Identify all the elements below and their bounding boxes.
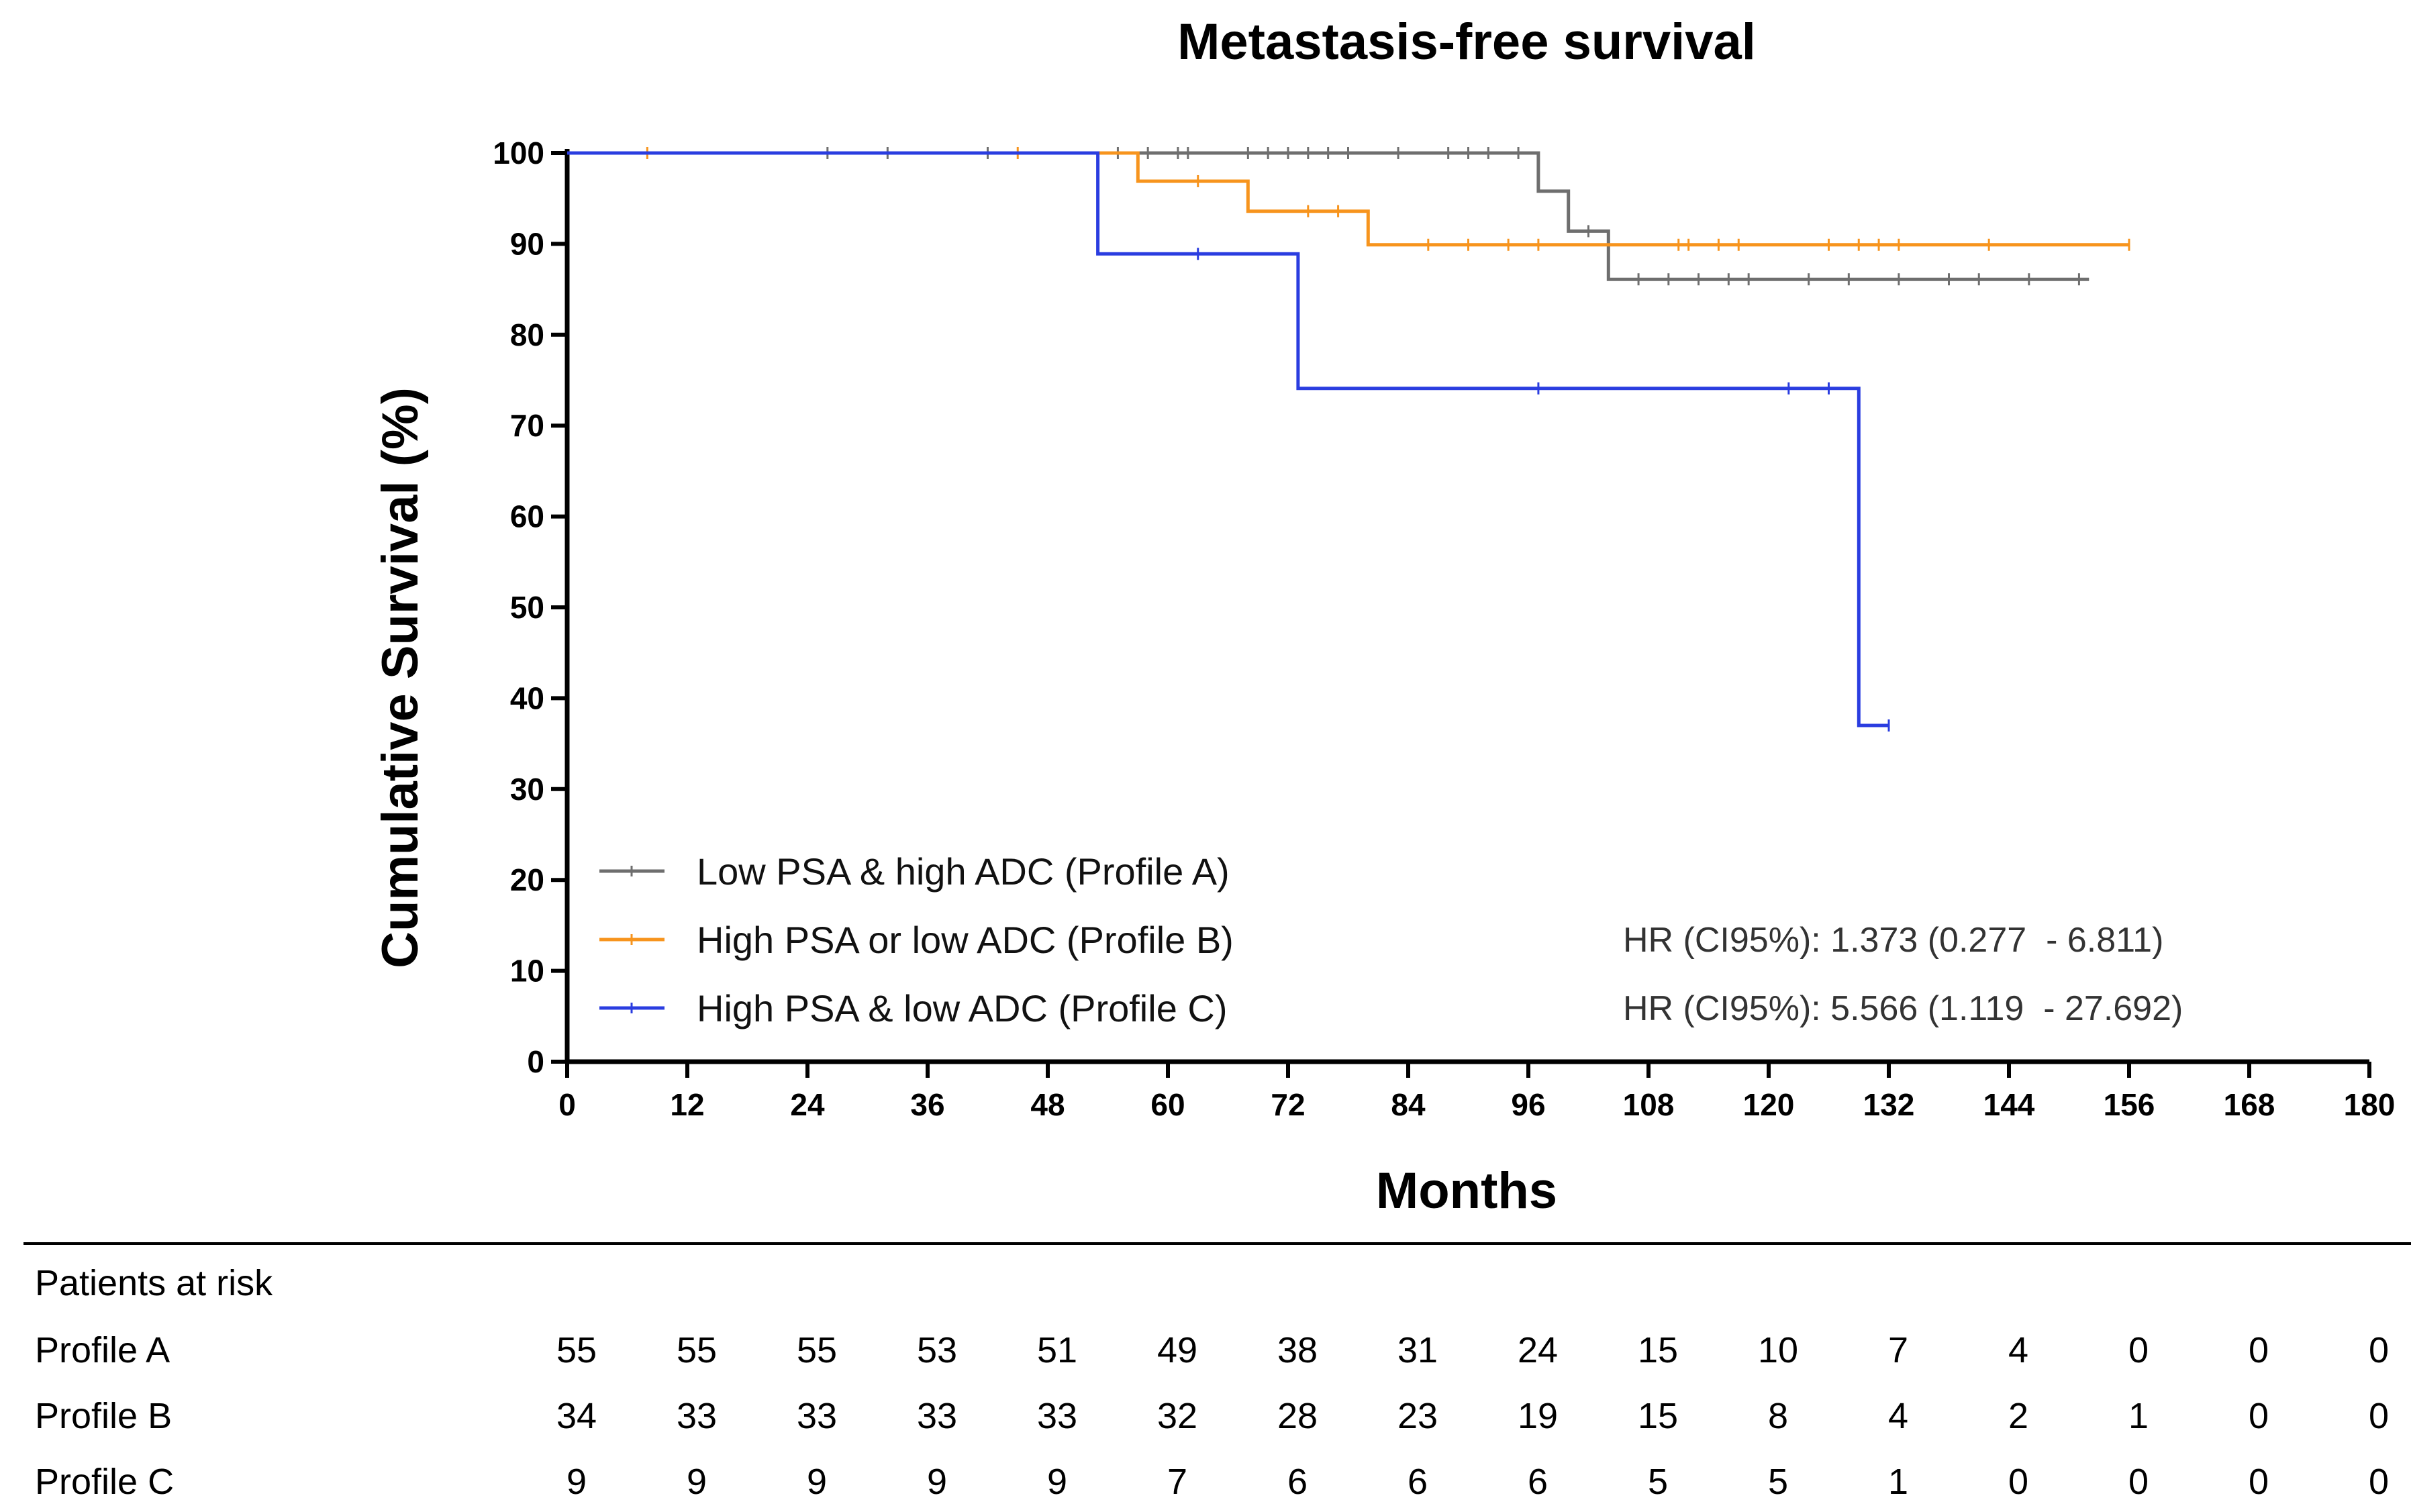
hr-annotation-c: HR (CI95%): 5.566 (1.119 - 27.692) bbox=[1623, 989, 2183, 1028]
x-tick-label: 72 bbox=[1271, 1087, 1305, 1122]
risk-cell: 19 bbox=[1518, 1396, 1558, 1436]
risk-cell: 9 bbox=[567, 1462, 587, 1502]
survival-curve bbox=[567, 151, 2089, 281]
series-1 bbox=[567, 147, 2089, 286]
x-tick-label: 120 bbox=[1743, 1087, 1795, 1122]
x-axis-label: Months bbox=[1376, 1162, 1557, 1219]
risk-cell: 49 bbox=[1157, 1330, 1197, 1370]
series-2 bbox=[567, 147, 2130, 251]
risk-cell: 28 bbox=[1277, 1396, 1318, 1436]
risk-cell: 6 bbox=[1287, 1462, 1308, 1502]
y-tick-label: 50 bbox=[510, 590, 544, 625]
risk-cell: 9 bbox=[927, 1462, 947, 1502]
risk-row-label: Profile B bbox=[35, 1396, 172, 1436]
x-tick-label: 144 bbox=[1983, 1087, 2035, 1122]
y-tick-label: 60 bbox=[510, 499, 544, 534]
risk-cell: 0 bbox=[2128, 1462, 2149, 1502]
risk-cell: 10 bbox=[1758, 1330, 1798, 1370]
risk-cell: 32 bbox=[1157, 1396, 1197, 1436]
x-tick-label: 108 bbox=[1623, 1087, 1675, 1122]
legend-entry: Low PSA & high ADC (Profile A) bbox=[697, 850, 1230, 893]
risk-cell: 4 bbox=[1888, 1396, 1908, 1436]
risk-table-title: Patients at risk bbox=[35, 1263, 273, 1303]
risk-cell: 0 bbox=[2249, 1330, 2269, 1370]
risk-cell: 2 bbox=[2008, 1396, 2028, 1436]
series-3 bbox=[567, 151, 1890, 732]
risk-cell: 51 bbox=[1037, 1330, 1077, 1370]
hr-annotation-b: HR (CI95%): 1.373 (0.277 - 6.811) bbox=[1623, 921, 2163, 960]
risk-cell: 7 bbox=[1167, 1462, 1187, 1502]
risk-cell: 0 bbox=[2128, 1330, 2149, 1370]
risk-cell: 0 bbox=[2008, 1462, 2028, 1502]
risk-cell: 53 bbox=[917, 1330, 957, 1370]
risk-cell: 38 bbox=[1277, 1330, 1318, 1370]
x-tick-label: 156 bbox=[2104, 1087, 2155, 1122]
y-tick-label: 20 bbox=[510, 862, 544, 897]
risk-cell: 34 bbox=[556, 1396, 597, 1436]
risk-cell: 5 bbox=[1648, 1462, 1668, 1502]
risk-cell: 15 bbox=[1638, 1330, 1678, 1370]
survival-curve bbox=[567, 151, 2129, 247]
y-tick-label: 100 bbox=[493, 136, 544, 170]
y-tick-label: 30 bbox=[510, 772, 544, 807]
risk-cell: 24 bbox=[1518, 1330, 1558, 1370]
risk-table: Profile A 55 55 55 53 51 49 38 31 24 15 10 7 4 0 0 0Prof… bbox=[35, 1330, 2389, 1502]
survival-curve bbox=[567, 151, 1889, 727]
y-tick-label: 0 bbox=[527, 1044, 544, 1079]
risk-cell: 0 bbox=[2369, 1396, 2389, 1436]
x-tick-label: 180 bbox=[2344, 1087, 2396, 1122]
risk-cell: 1 bbox=[1888, 1462, 1908, 1502]
risk-cell: 23 bbox=[1397, 1396, 1438, 1436]
x-tick-label: 0 bbox=[558, 1087, 576, 1122]
x-tick-label: 48 bbox=[1030, 1087, 1065, 1122]
risk-cell: 0 bbox=[2249, 1396, 2269, 1436]
risk-cell: 55 bbox=[677, 1330, 717, 1370]
plot-area: 0 10 20 30 40 50 60 70 80 90 100 0 12 24 36 48 60 72 84 96 1… bbox=[493, 136, 2395, 1122]
y-tick-label: 10 bbox=[510, 954, 544, 989]
x-tick-label: 132 bbox=[1863, 1087, 1915, 1122]
legend-entry: High PSA or low ADC (Profile B) bbox=[697, 919, 1234, 961]
x-tick-label: 168 bbox=[2224, 1087, 2275, 1122]
y-tick-label: 80 bbox=[510, 317, 544, 352]
y-tick-label: 70 bbox=[510, 408, 544, 443]
risk-cell: 0 bbox=[2249, 1462, 2269, 1502]
y-tick-label: 40 bbox=[510, 681, 544, 715]
risk-row-label: Profile C bbox=[35, 1462, 174, 1502]
risk-cell: 55 bbox=[556, 1330, 597, 1370]
y-axis-label: Cumulative Survival (%) bbox=[372, 387, 429, 968]
risk-cell: 33 bbox=[1037, 1396, 1077, 1436]
risk-row-label: Profile A bbox=[35, 1330, 170, 1370]
legend-entry: High PSA & low ADC (Profile C) bbox=[697, 987, 1227, 1029]
risk-cell: 7 bbox=[1888, 1330, 1908, 1370]
chart-title: Metastasis-free survival bbox=[1177, 13, 1756, 70]
risk-cell: 33 bbox=[797, 1396, 837, 1436]
risk-cell: 5 bbox=[1768, 1462, 1788, 1502]
risk-cell: 55 bbox=[797, 1330, 837, 1370]
x-tick-label: 12 bbox=[670, 1087, 704, 1122]
x-tick-label: 36 bbox=[910, 1087, 944, 1122]
legend: Low PSA & high ADC (Profile A) High PSA o… bbox=[599, 850, 1234, 1029]
x-tick-label: 24 bbox=[790, 1087, 825, 1122]
risk-cell: 33 bbox=[917, 1396, 957, 1436]
risk-cell: 9 bbox=[1047, 1462, 1067, 1502]
risk-cell: 6 bbox=[1408, 1462, 1428, 1502]
risk-cell: 1 bbox=[2128, 1396, 2149, 1436]
risk-cell: 8 bbox=[1768, 1396, 1788, 1436]
x-tick-label: 84 bbox=[1391, 1087, 1426, 1122]
y-tick-label: 90 bbox=[510, 226, 544, 261]
risk-cell: 31 bbox=[1397, 1330, 1438, 1370]
risk-cell: 15 bbox=[1638, 1396, 1678, 1436]
risk-cell: 9 bbox=[687, 1462, 707, 1502]
risk-cell: 0 bbox=[2369, 1330, 2389, 1370]
x-tick-label: 96 bbox=[1511, 1087, 1545, 1122]
risk-cell: 4 bbox=[2008, 1330, 2028, 1370]
x-tick-label: 60 bbox=[1150, 1087, 1185, 1122]
risk-cell: 33 bbox=[677, 1396, 717, 1436]
risk-cell: 0 bbox=[2369, 1462, 2389, 1502]
risk-cell: 9 bbox=[807, 1462, 827, 1502]
risk-cell: 6 bbox=[1528, 1462, 1548, 1502]
